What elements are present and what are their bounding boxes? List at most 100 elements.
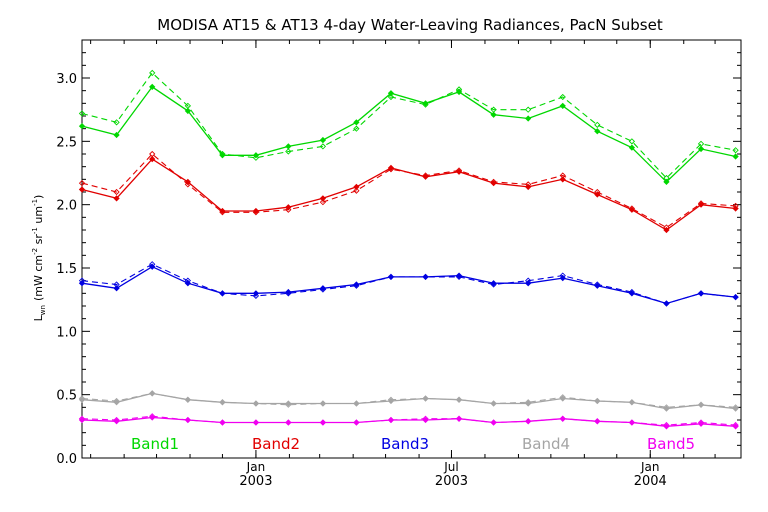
y-label-exp3: -1 [31, 199, 39, 206]
y-label-sr: sr [32, 234, 45, 248]
series-line-dashed [81, 415, 736, 426]
data-point-solid [628, 399, 636, 406]
data-point-solid [663, 423, 670, 430]
series-line-solid [81, 265, 736, 305]
data-point-solid [149, 414, 156, 421]
legend-label-band4: Band4 [522, 435, 570, 453]
legend-label-band2: Band2 [252, 435, 300, 453]
data-point-dashed [149, 390, 156, 397]
data-point-dashed [628, 419, 636, 426]
data-point-solid [387, 397, 395, 405]
data-point-dashed [219, 290, 226, 297]
data-point-dashed [113, 281, 120, 288]
data-point-solid [490, 280, 497, 287]
data-point-dashed [732, 147, 739, 154]
data-point-solid [353, 281, 360, 288]
data-point-solid [219, 207, 226, 215]
data-point-dashed [252, 292, 260, 300]
data-point-solid [319, 400, 327, 407]
data-point-solid [594, 128, 601, 135]
data-point-solid [732, 153, 739, 160]
series-line-solid [81, 392, 736, 410]
data-point-dashed [594, 418, 601, 425]
data-point-dashed [490, 419, 497, 426]
data-point-solid [78, 396, 86, 403]
data-point-solid [490, 111, 497, 118]
data-point-dashed [732, 293, 739, 301]
data-point-dashed [455, 167, 463, 174]
data-point-dashed [422, 273, 429, 281]
series-band5 [78, 413, 739, 430]
legend-label-band5: Band5 [647, 435, 695, 453]
data-point-dashed [113, 416, 120, 424]
data-point-dashed [525, 418, 532, 425]
data-point-solid [525, 115, 532, 122]
series-line-solid [81, 416, 736, 427]
x-tick-month: Jul [443, 460, 458, 474]
data-point-dashed [149, 150, 156, 158]
data-point-dashed [353, 125, 360, 132]
data-point-solid [490, 179, 497, 187]
data-point-solid [422, 100, 429, 107]
data-point-solid [663, 300, 670, 307]
data-point-dashed [353, 419, 360, 426]
data-point-solid [697, 401, 705, 408]
data-point-dashed [353, 282, 360, 289]
data-point-dashed [252, 209, 260, 216]
data-point-dashed [732, 404, 739, 411]
data-point-solid [78, 416, 86, 424]
data-point-dashed [559, 415, 566, 422]
data-point-solid [490, 419, 497, 426]
y-tick-label: 0.5 [56, 389, 77, 404]
series-line-solid [81, 158, 736, 231]
y-label-um: um [32, 206, 45, 227]
data-point-solid [628, 206, 636, 213]
data-point-solid [285, 288, 292, 296]
data-point-dashed [490, 106, 497, 113]
data-point-dashed [285, 206, 292, 213]
data-point-dashed [422, 172, 429, 179]
y-tick-label: 2.0 [56, 199, 77, 214]
series-line-dashed [81, 153, 736, 229]
data-point-solid [219, 290, 226, 297]
data-point-solid [455, 415, 463, 422]
data-point-solid [78, 186, 86, 193]
data-point-dashed [525, 277, 532, 284]
x-tick-year: 2003 [239, 474, 272, 489]
data-point-solid [184, 107, 192, 115]
data-point-solid [628, 144, 636, 151]
data-point-solid [319, 136, 327, 144]
data-point-dashed [78, 179, 86, 187]
data-point-dashed [525, 181, 532, 188]
data-point-dashed [219, 419, 226, 426]
data-point-dashed [525, 399, 532, 406]
data-point-solid [455, 168, 463, 175]
data-point-solid [628, 419, 636, 426]
data-point-solid [78, 122, 86, 130]
data-point-dashed [663, 421, 670, 429]
data-point-dashed [252, 419, 260, 426]
data-point-dashed [387, 93, 395, 101]
data-point-solid [113, 131, 120, 139]
data-point-solid [219, 399, 226, 406]
data-point-solid [422, 416, 429, 424]
data-point-dashed [455, 86, 463, 93]
data-point-dashed [387, 396, 395, 403]
data-point-solid [219, 419, 226, 426]
data-point-solid [113, 418, 120, 425]
data-point-dashed [78, 277, 86, 284]
data-point-dashed [319, 143, 327, 150]
data-point-solid [113, 399, 120, 406]
data-point-dashed [628, 288, 636, 296]
plot-frame [81, 39, 742, 459]
data-point-dashed [387, 416, 395, 424]
data-point-dashed [594, 188, 601, 196]
x-tick-year: 2004 [634, 474, 667, 489]
data-point-dashed [455, 415, 463, 422]
y-label-units: (mW cm [32, 255, 45, 301]
series-line-dashed [81, 392, 736, 408]
data-point-dashed [149, 413, 156, 420]
data-point-solid [319, 285, 327, 292]
